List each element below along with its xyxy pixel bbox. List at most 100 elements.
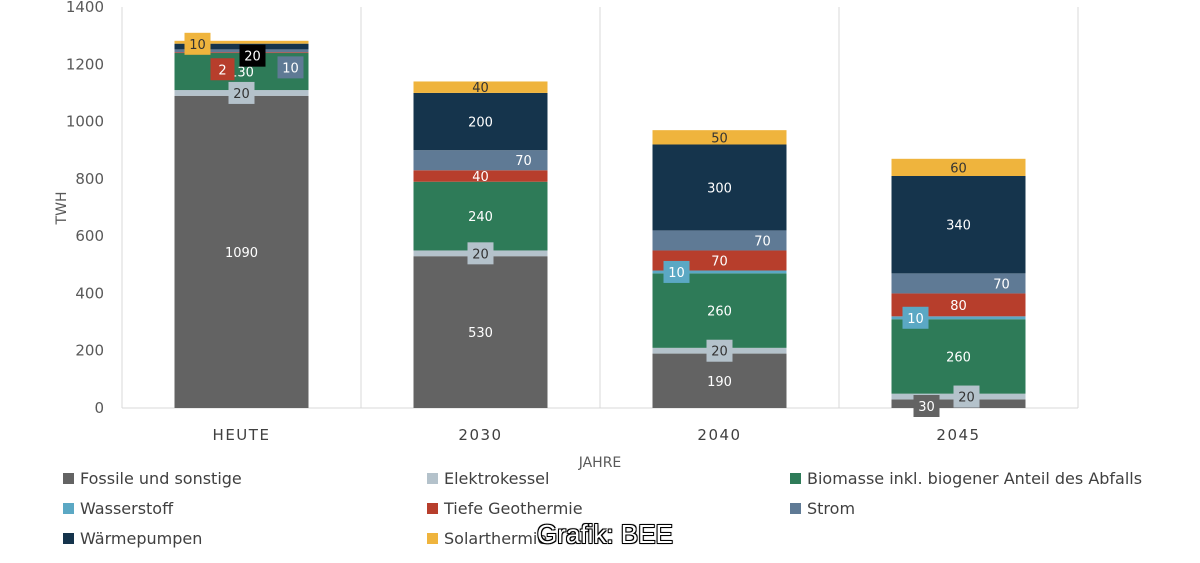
x-axis-label: JAHRE xyxy=(578,455,622,470)
data-label: 70 xyxy=(515,154,532,169)
bar-segment xyxy=(413,181,548,251)
bar-segment xyxy=(413,81,548,93)
data-label: 340 xyxy=(946,219,971,234)
data-label: 1090 xyxy=(225,246,258,261)
y-tick-label: 1200 xyxy=(66,55,104,73)
data-label: 20 xyxy=(244,50,261,65)
data-label: 70 xyxy=(993,277,1010,292)
x-tick-label: 2030 xyxy=(458,426,502,444)
legend-item: Tiefe Geothermie xyxy=(427,499,583,518)
data-label-badge xyxy=(210,58,235,81)
bar-segment xyxy=(891,175,1026,274)
data-label-badge xyxy=(467,242,494,265)
legend-item: Solarthermie xyxy=(427,529,547,548)
axis-layer: TWH JAHRE 0 200 400 600 800 1000 1200 1400 HEUTE… xyxy=(54,0,980,470)
legend-label: Elektrokessel xyxy=(444,469,550,488)
legend-swatch xyxy=(63,503,74,514)
legend-swatch xyxy=(427,533,438,544)
data-label-badge xyxy=(239,44,266,67)
data-label: 10 xyxy=(282,61,299,76)
bar-segment xyxy=(652,270,787,274)
bar-segment xyxy=(891,319,1026,394)
data-label-badge xyxy=(953,385,980,408)
legend-item: Strom xyxy=(790,499,855,518)
data-label: 260 xyxy=(707,305,732,320)
data-label-badge xyxy=(277,56,304,79)
data-label: 240 xyxy=(468,210,493,225)
y-tick-label: 400 xyxy=(75,284,104,302)
legend-label: Wärmepumpen xyxy=(80,529,203,548)
legend-item: Fossile und sonstige xyxy=(63,469,242,488)
y-tick-label: 0 xyxy=(94,399,104,417)
data-label: 50 xyxy=(711,131,728,146)
data-label: 190 xyxy=(707,375,732,390)
y-tick-label: 200 xyxy=(75,342,104,360)
data-label: 130 xyxy=(229,65,254,80)
data-label: 60 xyxy=(950,161,967,176)
legend-label: Wasserstoff xyxy=(80,499,174,518)
x-tick-label: 2045 xyxy=(936,426,980,444)
data-label: 10 xyxy=(907,312,924,327)
bar-segment xyxy=(652,144,787,231)
legend-label: Tiefe Geothermie xyxy=(444,499,583,518)
data-label: 2 xyxy=(218,63,226,78)
credit-text: Grafik: BEE xyxy=(537,519,673,549)
data-label-badge xyxy=(228,81,255,104)
legend-label: Fossile und sonstige xyxy=(80,469,242,488)
legend-item: Wärmepumpen xyxy=(63,529,202,548)
data-label-badge xyxy=(663,260,690,283)
stacked-bar-chart: TWH JAHRE 0 200 400 600 800 1000 1200 1400 HEUTE… xyxy=(54,0,1079,470)
bar-segment xyxy=(413,170,548,182)
data-label-badge xyxy=(902,306,929,329)
bar-segment xyxy=(652,353,787,408)
legend-swatch xyxy=(427,473,438,484)
legend-label: Solarthermie xyxy=(444,529,548,548)
legend-item: Biomasse inkl. biogener Anteil des Abfal… xyxy=(790,469,1142,488)
data-label: 80 xyxy=(950,299,967,314)
bar-segment xyxy=(652,273,787,348)
bar-segment xyxy=(891,273,1026,294)
data-label: 10 xyxy=(189,38,206,53)
data-label-badge xyxy=(913,395,940,417)
bar-segment xyxy=(652,130,787,145)
legend-swatch xyxy=(790,503,801,514)
bar-segment xyxy=(174,40,309,44)
data-label: 40 xyxy=(472,81,489,96)
data-label: 300 xyxy=(707,181,732,196)
legend-label: Strom xyxy=(807,499,856,518)
data-label-badge xyxy=(184,32,211,55)
legend: Fossile und sonstige Elektrokessel Biomass… xyxy=(0,466,1200,561)
data-label: 20 xyxy=(233,87,250,102)
x-tick-label: HEUTE xyxy=(213,426,271,444)
data-label: 260 xyxy=(946,350,971,365)
y-tick-label: 800 xyxy=(75,170,104,188)
bar-segment xyxy=(891,316,1026,320)
data-label: 70 xyxy=(711,254,728,269)
legend-swatch xyxy=(790,473,801,484)
data-label: 30 xyxy=(918,400,935,415)
bar-segment xyxy=(652,230,787,251)
y-tick-label: 1000 xyxy=(66,113,104,131)
data-label-badge xyxy=(706,339,733,362)
data-label: 200 xyxy=(468,116,493,131)
bar-segment xyxy=(413,92,548,151)
bar-segment xyxy=(413,256,548,408)
bar-segment xyxy=(891,158,1026,176)
data-label: 20 xyxy=(711,345,728,360)
legend-swatch xyxy=(63,473,74,484)
data-label: 20 xyxy=(472,247,489,262)
data-label: 40 xyxy=(472,170,489,185)
bar-segment xyxy=(174,95,309,409)
y-axis-label: TWH xyxy=(54,192,70,226)
x-tick-label: 2040 xyxy=(697,426,741,444)
legend-swatch xyxy=(63,533,74,544)
data-label: 10 xyxy=(668,266,685,281)
legend-item: Elektrokessel xyxy=(427,469,549,488)
data-label: 530 xyxy=(468,326,493,341)
legend-item: Wasserstoff xyxy=(63,499,173,518)
legend-label: Biomasse inkl. biogener Anteil des Abfal… xyxy=(807,469,1143,488)
data-label: 20 xyxy=(958,391,975,406)
bar-segment xyxy=(413,150,548,171)
y-tick-label: 600 xyxy=(75,227,104,245)
